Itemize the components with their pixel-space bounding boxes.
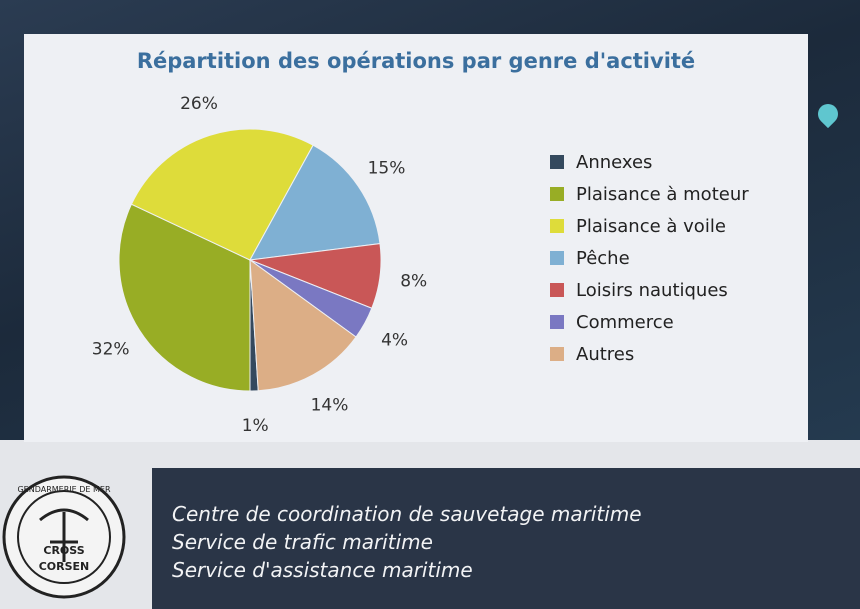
legend-swatch [550,347,564,361]
footer-line-assistance: Service d'assistance maritime [172,558,473,582]
legend-item: Plaisance à moteur [550,178,749,210]
legend-swatch [550,315,564,329]
legend-label: Annexes [576,151,653,173]
legend-item: Commerce [550,306,749,338]
legend-label: Commerce [576,311,674,333]
legend-label: Plaisance à moteur [576,183,749,205]
pie-slice-4 [249,144,381,261]
pie-percent-label: 8% [400,272,427,292]
pie-chart: 1% 32% 26% 15% 8% 4% 14% [92,94,427,436]
legend-item: Loisirs nautiques [550,274,749,306]
pie-percent-label: 15% [368,158,406,178]
legend-item: Autres [550,338,749,370]
chart-title: Répartition des opérations par genre d'a… [136,49,696,73]
logo-text-mid: CROSS [43,544,84,557]
pie-percent-label: 1% [242,416,269,436]
pie-percent-label: 4% [381,330,408,350]
legend-item: Plaisance à voile [550,210,749,242]
legend-swatch [550,187,564,201]
pie-slice-2 [118,203,251,392]
footer-band [152,468,860,609]
legend-swatch [550,219,564,233]
legend-item: Pêche [550,242,749,274]
legend-swatch [550,155,564,169]
legend-label: Autres [576,343,635,365]
footer-line-cross: Centre de coordination de sauvetage mari… [172,502,642,526]
pie-percent-label: 26% [180,94,218,114]
cross-corsen-logo: GENDARMERIE DE MER CROSS CORSEN [2,475,126,599]
pie-slice-7 [249,258,357,392]
footer-line-trafic: Service de trafic maritime [172,530,433,554]
logo-text-top: GENDARMERIE DE MER [17,485,110,494]
legend-label: Pêche [576,247,630,269]
pie-percent-label: 14% [311,396,349,416]
legend-swatch [550,251,564,265]
legend-swatch [550,283,564,297]
logo-text-bottom: CORSEN [39,560,90,573]
chart-legend: Annexes Plaisance à moteur Plaisance à voi… [550,146,749,370]
footer-text: Centre de coordination de sauvetage mari… [172,500,642,584]
legend-item: Annexes [550,146,749,178]
legend-label: Loisirs nautiques [576,279,728,301]
chart-panel: Répartition des opérations par genre d'a… [24,34,808,442]
legend-label: Plaisance à voile [576,215,726,237]
pie-percent-label: 32% [92,339,130,359]
